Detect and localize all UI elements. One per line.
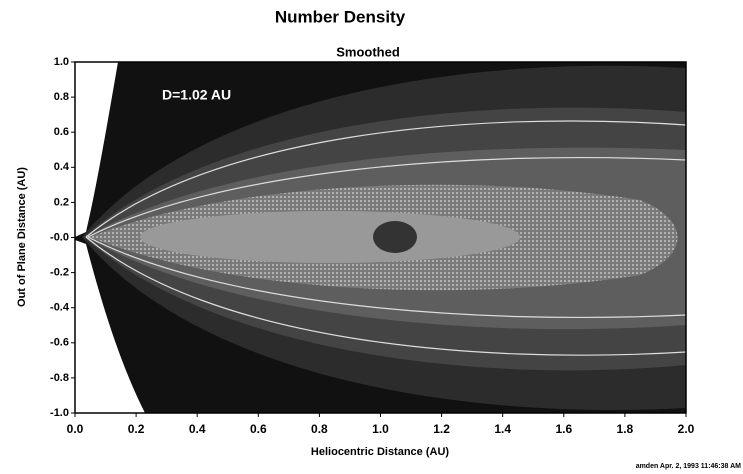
- y-tick-label: 0.2: [54, 196, 69, 208]
- empty-region: [75, 240, 145, 413]
- x-tick-label: 1.4: [494, 422, 511, 436]
- y-tick-label: 1.0: [54, 56, 69, 68]
- contour-line: [85, 120, 686, 356]
- x-tick-label: 1.6: [555, 422, 572, 436]
- y-tick-label: 0.6: [54, 126, 69, 138]
- y-tick-label: 0.4: [54, 161, 70, 173]
- y-tick-label: -0.8: [50, 372, 69, 384]
- x-tick-label: 0.0: [67, 422, 84, 436]
- x-tick-label: 0.6: [250, 422, 267, 436]
- footer: amden Apr. 2, 1993 11:46:38 AM: [636, 463, 741, 470]
- contour-band: [140, 211, 520, 263]
- chart-title: Number Density: [275, 7, 406, 26]
- x-tick-label: 0.2: [128, 422, 145, 436]
- x-tick-label: 1.0: [372, 422, 389, 436]
- y-tick-label: -0.0: [50, 231, 69, 243]
- empty-region: [75, 62, 118, 237]
- annotation: D=1.02 AU: [162, 87, 231, 103]
- contour-band: [373, 221, 417, 253]
- y-tick-label: -1.0: [50, 407, 69, 419]
- y-tick-label: -0.6: [50, 337, 69, 349]
- x-axis-label: Heliocentric Distance (AU): [311, 446, 449, 458]
- x-tick-label: 0.8: [311, 422, 328, 436]
- x-tick-label: 2.0: [678, 422, 695, 436]
- y-axis-label: Out of Plane Distance (AU): [16, 167, 28, 307]
- x-tick-label: 0.4: [189, 422, 206, 436]
- contour-field: [75, 62, 686, 413]
- x-tick-label: 1.2: [433, 422, 450, 436]
- y-tick-label: 0.8: [54, 91, 69, 103]
- x-tick-label: 1.8: [617, 422, 634, 436]
- y-tick-label: -0.2: [50, 267, 69, 279]
- chart-subtitle: Smoothed: [336, 44, 400, 59]
- y-tick-label: -0.4: [50, 302, 70, 314]
